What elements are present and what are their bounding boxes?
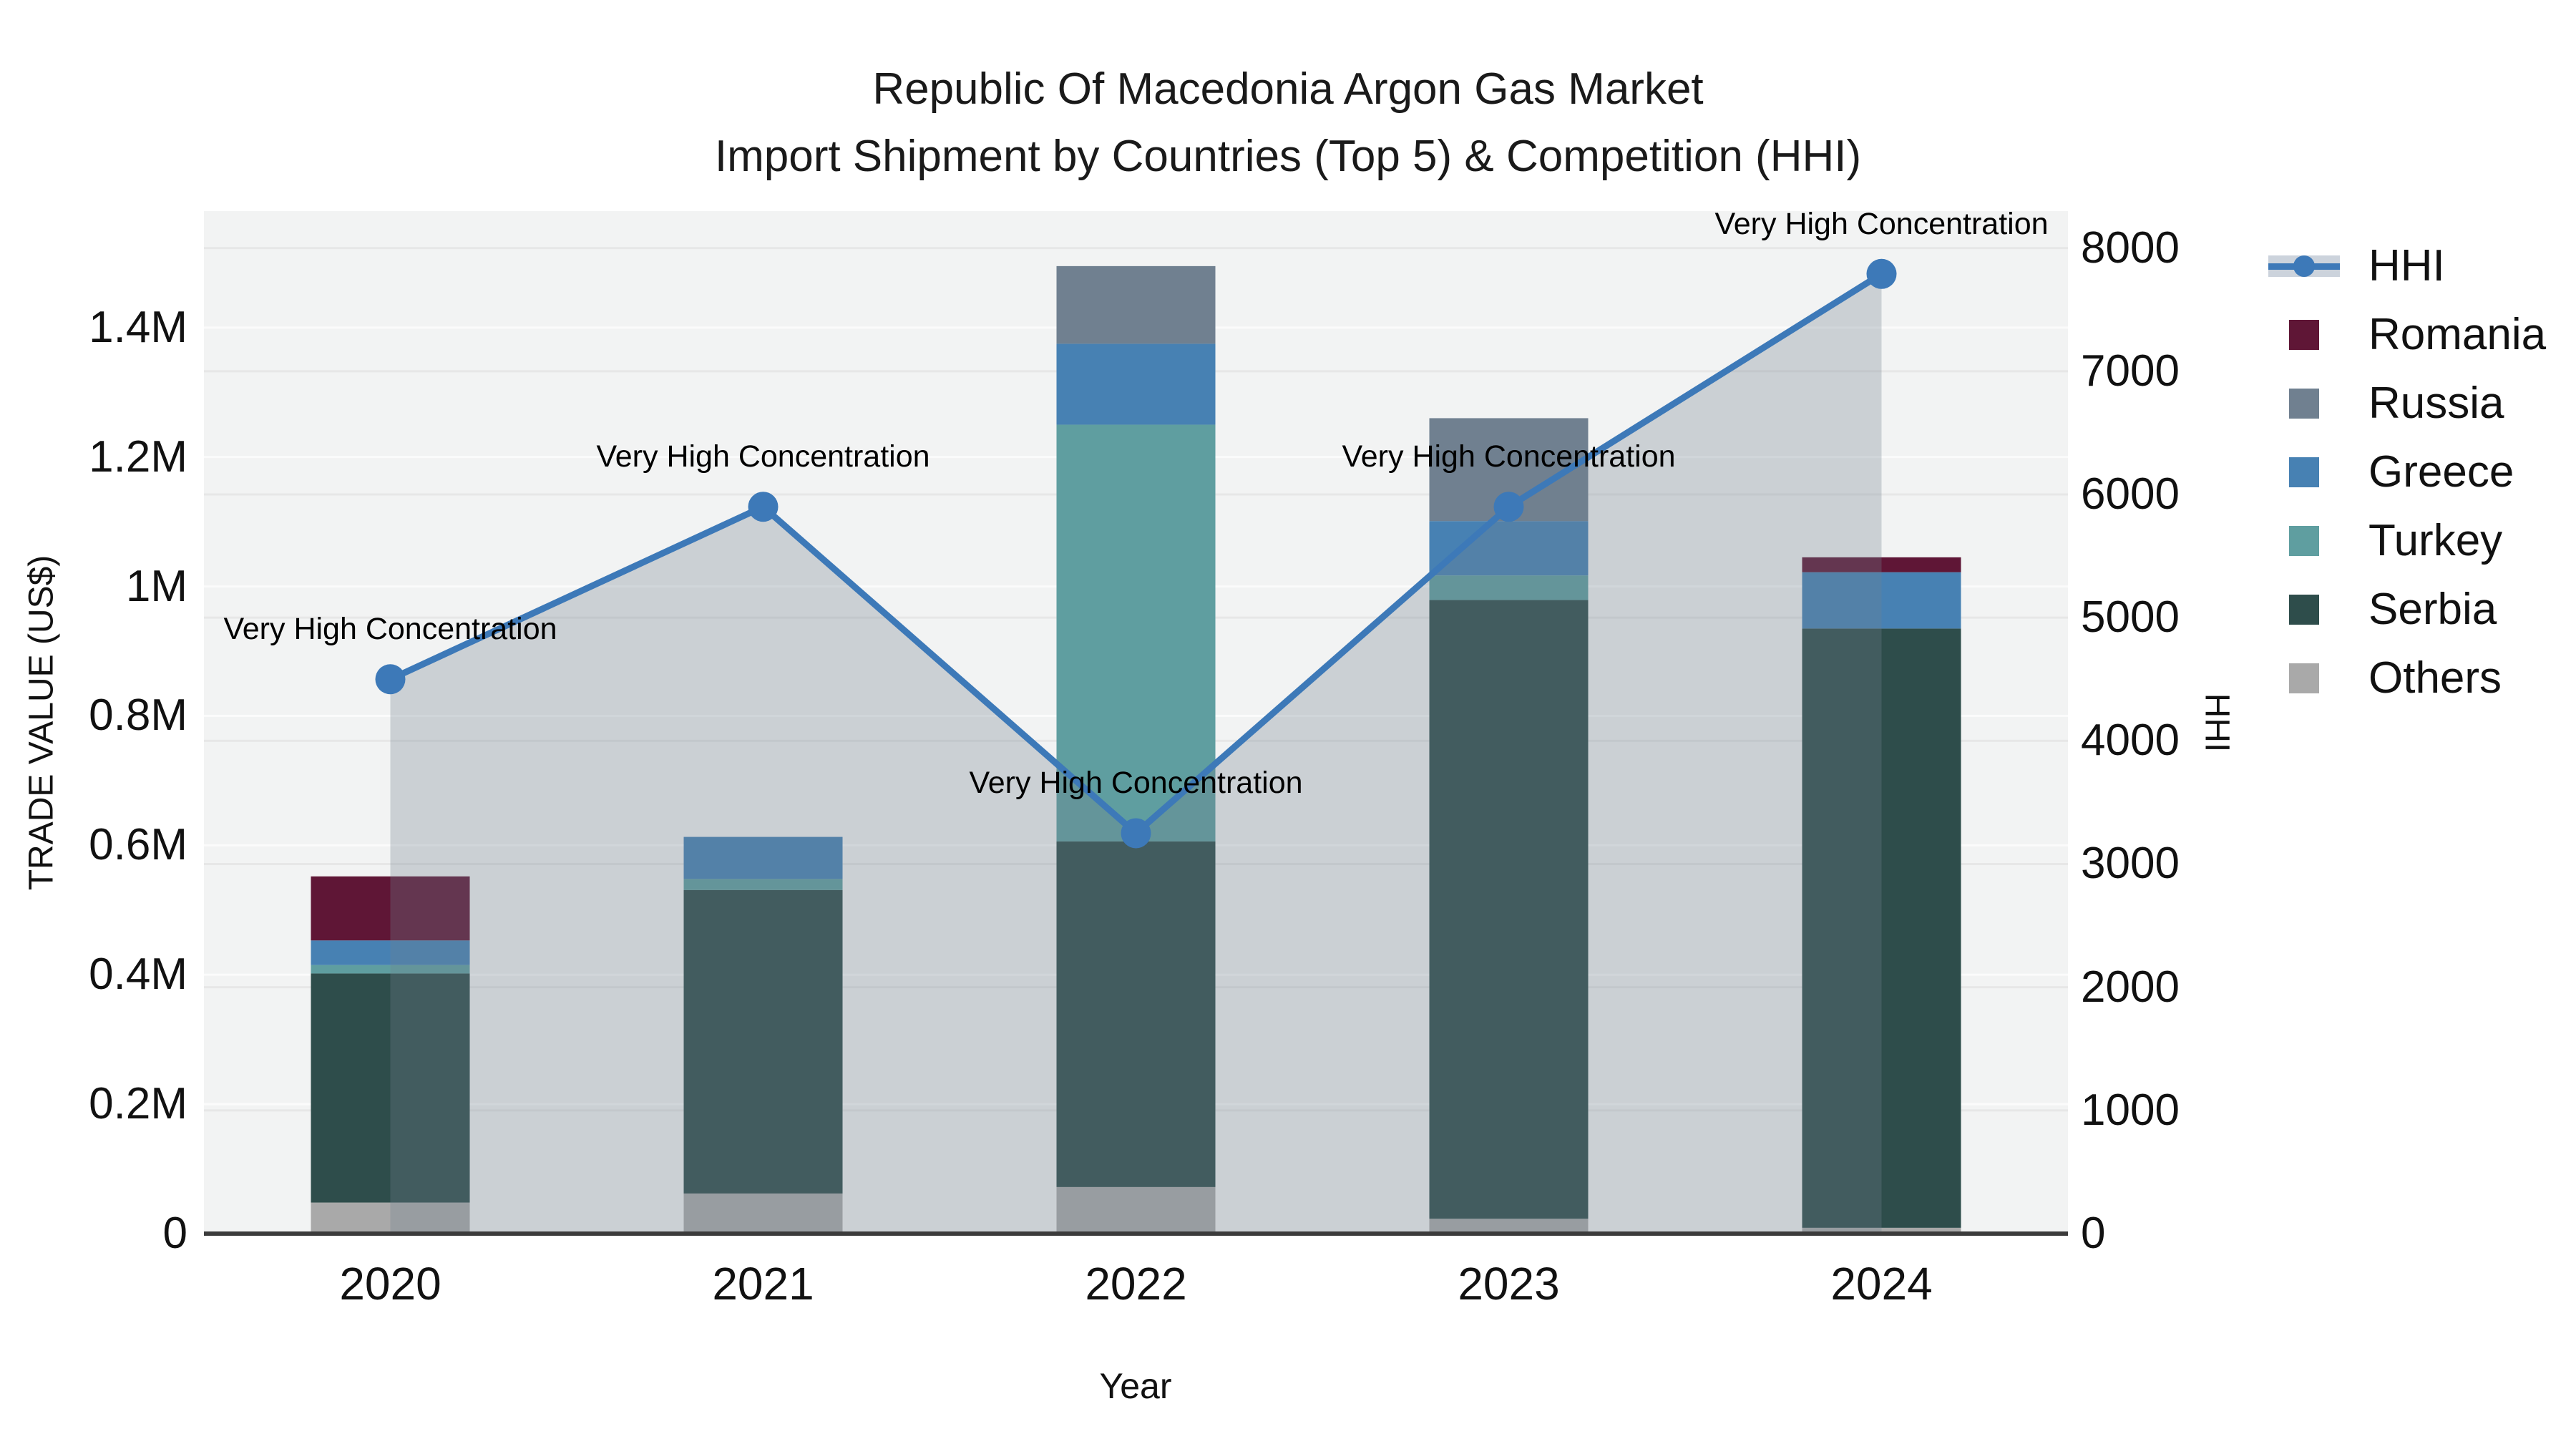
legend-label: Turkey	[2368, 516, 2503, 565]
legend-label: Russia	[2368, 379, 2504, 428]
annotation-2020: Very High Concentration	[223, 612, 557, 647]
y-left-tick-label-4: 0.8M	[89, 691, 187, 741]
bar-segment-others-2020	[311, 1202, 470, 1234]
legend-label: Romania	[2368, 310, 2547, 359]
y-left-tick-label-1: 0.2M	[89, 1079, 187, 1129]
gridline-right	[204, 247, 2068, 250]
legend-label: Serbia	[2368, 585, 2497, 634]
hhi-marker-2022	[1121, 818, 1151, 849]
bar-segment-turkey-2023	[1429, 575, 1589, 600]
chart-title-line1: Republic Of Macedonia Argon Gas Market	[872, 64, 1704, 114]
y-left-tick-label-7: 1.4M	[89, 302, 187, 352]
x-tick-label-2021: 2021	[712, 1258, 814, 1309]
bar-segment-others-2024	[1802, 1227, 1961, 1234]
chart-title-line2: Import Shipment by Countries (Top 5) & C…	[714, 132, 1862, 181]
legend-item-hhi[interactable]: HHI	[2254, 232, 2445, 301]
bar-segment-serbia-2021	[683, 889, 843, 1194]
bar-segment-serbia-2020	[311, 973, 470, 1203]
annotation-2022: Very High Concentration	[969, 766, 1303, 801]
x-tick-label-2020: 2020	[339, 1258, 441, 1309]
hhi-marker-2021	[748, 492, 779, 522]
y-right-tick-label-5: 5000	[2081, 592, 2180, 643]
bar-segment-others-2023	[1429, 1219, 1589, 1234]
x-axis-line	[204, 1231, 2068, 1236]
legend-swatch-icon	[2254, 457, 2354, 487]
y-right-tick-label-2: 2000	[2081, 962, 2180, 1012]
legend-swatch-icon	[2254, 389, 2354, 419]
legend-label: Others	[2368, 653, 2502, 703]
annotation-2021: Very High Concentration	[596, 439, 930, 474]
legend-item-serbia[interactable]: Serbia	[2254, 575, 2497, 644]
legend-swatch-icon	[2254, 320, 2354, 350]
annotation-2023: Very High Concentration	[1342, 439, 1676, 474]
y-left-tick-label-0: 0	[162, 1209, 187, 1258]
bar-segment-greece-2021	[683, 836, 843, 879]
bar-segment-greece-2022	[1056, 343, 1216, 425]
bar-segment-turkey-2022	[1056, 424, 1216, 841]
x-tick-label-2022: 2022	[1085, 1258, 1187, 1309]
bar-segment-serbia-2024	[1802, 628, 1961, 1228]
annotation-2024: Very High Concentration	[1714, 206, 2049, 241]
bar-segment-serbia-2022	[1056, 841, 1216, 1187]
legend-item-romania[interactable]: Romania	[2254, 301, 2546, 369]
legend-item-turkey[interactable]: Turkey	[2254, 507, 2502, 575]
bar-segment-greece-2020	[311, 940, 470, 965]
bar-segment-others-2021	[683, 1193, 843, 1234]
bar-segment-romania-2020	[311, 876, 470, 941]
y-right-tick-label-0: 0	[2081, 1209, 2106, 1258]
legend-item-others[interactable]: Others	[2254, 644, 2502, 713]
x-axis-title: Year	[1099, 1366, 1172, 1406]
bar-segment-greece-2024	[1802, 572, 1961, 629]
hhi-marker-2024	[1866, 258, 1897, 289]
bar-segment-turkey-2020	[311, 965, 470, 974]
legend-label: Greece	[2368, 447, 2514, 497]
y-left-tick-label-6: 1.2M	[89, 431, 187, 482]
y-right-tick-label-7: 7000	[2081, 346, 2180, 396]
legend-label: HHI	[2368, 241, 2445, 291]
hhi-marker-2023	[1493, 492, 1524, 522]
legend-item-greece[interactable]: Greece	[2254, 438, 2514, 507]
legend-item-russia[interactable]: Russia	[2254, 369, 2504, 438]
y-left-tick-label-5: 1M	[125, 561, 187, 611]
bar-segment-russia-2022	[1056, 265, 1216, 344]
y-right-tick-label-4: 4000	[2081, 716, 2180, 766]
legend-swatch-icon	[2254, 595, 2354, 625]
chart-title: Republic Of Macedonia Argon Gas Market I…	[0, 62, 2576, 185]
legend-swatch-icon	[2254, 526, 2354, 556]
hhi-marker-2020	[375, 664, 406, 695]
y-right-tick-label-8: 8000	[2081, 223, 2180, 273]
y-left-tick-label-3: 0.6M	[89, 820, 187, 870]
y-axis-title-left: TRADE VALUE (US$)	[22, 555, 61, 891]
y-right-tick-label-3: 3000	[2081, 839, 2180, 889]
x-tick-label-2023: 2023	[1458, 1258, 1560, 1309]
y-left-tick-label-2: 0.4M	[89, 950, 187, 1000]
y-right-tick-label-1: 1000	[2081, 1085, 2180, 1135]
x-tick-label-2024: 2024	[1830, 1258, 1933, 1309]
bar-segment-turkey-2021	[683, 879, 843, 890]
bar-segment-others-2022	[1056, 1186, 1216, 1234]
legend-swatch-icon	[2254, 663, 2354, 693]
bar-segment-serbia-2023	[1429, 600, 1589, 1219]
bar-segment-romania-2024	[1802, 557, 1961, 572]
y-right-tick-label-6: 6000	[2081, 469, 2180, 519]
bar-segment-greece-2023	[1429, 521, 1589, 576]
y-axis-title-right: HHI	[2197, 693, 2236, 753]
hhi-line-icon	[2254, 251, 2354, 281]
